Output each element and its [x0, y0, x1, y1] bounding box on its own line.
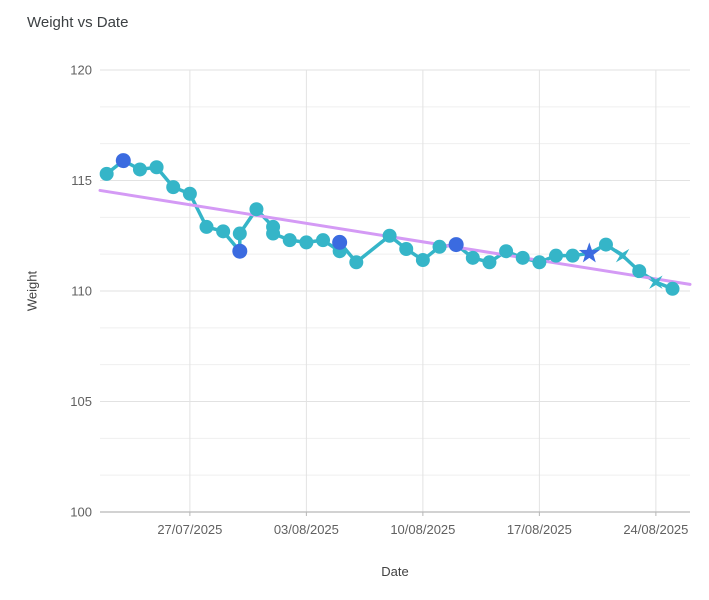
- data-point-circle[interactable]: [549, 248, 564, 263]
- chart-title: Weight vs Date: [27, 14, 129, 31]
- y-tick-label: 105: [70, 394, 92, 409]
- data-point-circle[interactable]: [266, 226, 281, 241]
- data-point-circle[interactable]: [515, 250, 530, 265]
- y-tick-label: 110: [71, 284, 92, 299]
- data-point-circle[interactable]: [332, 234, 348, 250]
- data-point-star[interactable]: [578, 242, 600, 263]
- data-point-circle[interactable]: [249, 202, 264, 217]
- data-point-circle[interactable]: [632, 264, 647, 279]
- x-tick-label: 03/08/2025: [274, 522, 339, 537]
- data-point-circle[interactable]: [216, 224, 231, 239]
- data-point-circle[interactable]: [598, 237, 613, 252]
- data-point-circle[interactable]: [232, 243, 248, 259]
- data-point-circle[interactable]: [132, 162, 147, 177]
- data-point-circle[interactable]: [182, 186, 197, 201]
- data-point-circle[interactable]: [382, 228, 397, 243]
- data-point-circle[interactable]: [299, 235, 314, 250]
- data-point-circle[interactable]: [149, 160, 164, 175]
- y-tick-label: 115: [71, 173, 92, 188]
- data-point-circle[interactable]: [115, 153, 131, 169]
- y-tick-label: 100: [70, 505, 92, 520]
- data-point-circle[interactable]: [415, 253, 430, 268]
- y-tick-label: 120: [70, 63, 92, 78]
- data-point-circle[interactable]: [432, 239, 447, 254]
- data-point-circle[interactable]: [499, 244, 514, 259]
- data-point-circle[interactable]: [166, 180, 181, 195]
- x-tick-label: 27/07/2025: [157, 522, 222, 537]
- x-axis-title: Date: [381, 564, 409, 579]
- data-point-circle[interactable]: [99, 166, 114, 181]
- data-point-circle[interactable]: [232, 226, 247, 241]
- data-point-circle[interactable]: [565, 248, 580, 263]
- data-point-circle[interactable]: [665, 281, 680, 296]
- data-point-circle[interactable]: [282, 233, 297, 248]
- data-point-circle[interactable]: [316, 233, 331, 248]
- data-point-circle[interactable]: [482, 255, 497, 270]
- data-point-circle[interactable]: [399, 242, 414, 257]
- data-point-circle[interactable]: [349, 255, 364, 270]
- x-tick-label: 24/08/2025: [623, 522, 688, 537]
- data-point-star[interactable]: [615, 248, 630, 263]
- x-tick-label: 17/08/2025: [507, 522, 572, 537]
- data-point-circle[interactable]: [465, 250, 480, 265]
- data-point-circle[interactable]: [532, 255, 547, 270]
- data-point-circle[interactable]: [448, 237, 464, 253]
- x-tick-label: 10/08/2025: [390, 522, 455, 537]
- data-point-star[interactable]: [649, 275, 663, 289]
- data-point-circle[interactable]: [199, 219, 214, 234]
